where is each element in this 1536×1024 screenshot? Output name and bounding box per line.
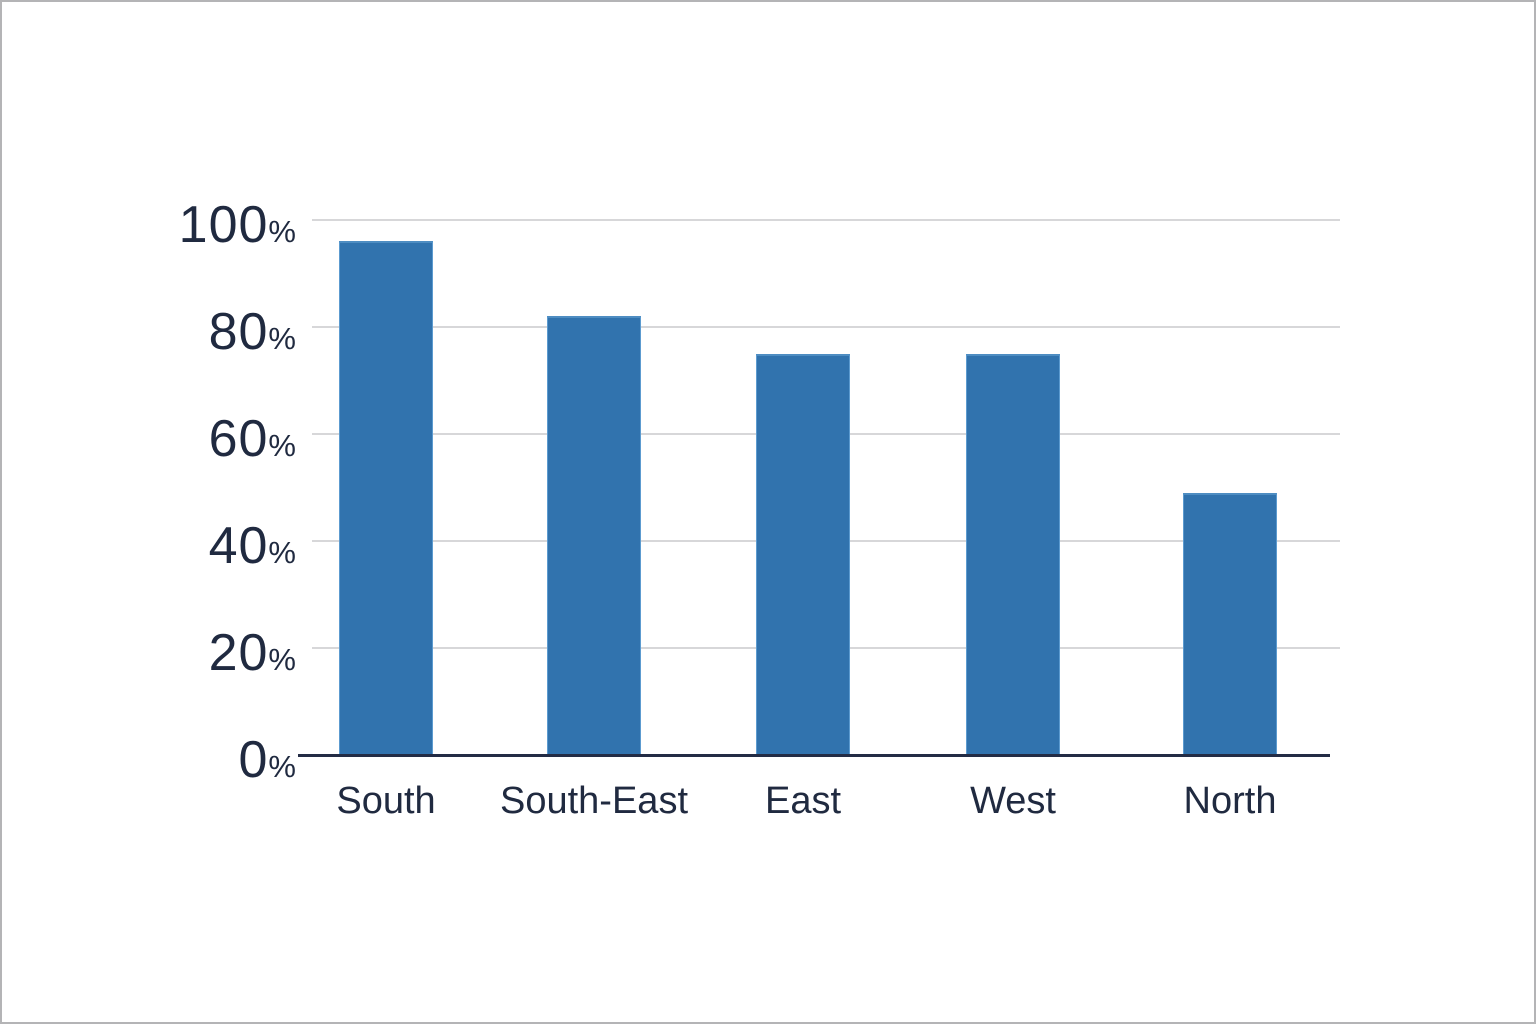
y-tick-label-20: 20%: [209, 627, 296, 679]
bar-north: [1183, 492, 1277, 755]
y-tick-value: 0: [238, 731, 269, 789]
x-label-south-east: South-East: [500, 780, 688, 822]
y-tick-value: 60: [208, 410, 269, 468]
y-tick-label-100: 100%: [179, 199, 296, 251]
y-tick-value: 80: [208, 303, 269, 361]
y-tick-value: 20: [208, 624, 269, 682]
x-label-east: East: [764, 780, 842, 822]
percent-sign: %: [268, 428, 296, 463]
percent-sign: %: [268, 321, 296, 356]
x-label-north: North: [1183, 780, 1277, 822]
percent-sign: %: [268, 749, 296, 784]
y-tick-label-60: 60%: [209, 413, 296, 465]
y-tick-value: 40: [208, 517, 269, 575]
x-label-west: West: [970, 780, 1056, 822]
y-tick-value: 100: [178, 196, 269, 254]
bar-south-east: [547, 316, 641, 755]
x-label-south: South: [336, 780, 436, 822]
bar-west: [966, 353, 1060, 755]
bar-east: [756, 353, 850, 755]
x-axis-line: [298, 754, 1330, 757]
y-tick-label-0: 0%: [239, 734, 297, 786]
bar-south: [339, 241, 433, 755]
percent-sign: %: [268, 214, 296, 249]
percent-sign: %: [268, 535, 296, 570]
gridline-100: [312, 219, 1340, 221]
gridline-80: [312, 326, 1340, 328]
y-tick-label-40: 40%: [209, 520, 296, 572]
percent-sign: %: [268, 642, 296, 677]
y-tick-label-80: 80%: [209, 306, 296, 358]
